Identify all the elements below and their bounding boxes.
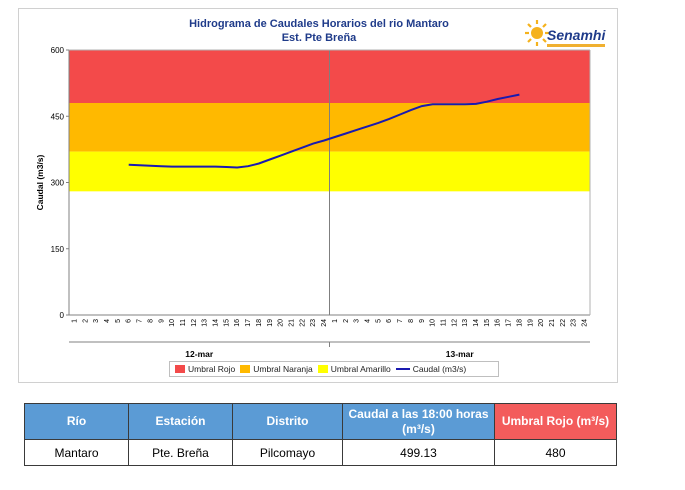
header-umbral-rojo: Umbral Rojo (m³/s) — [494, 403, 617, 440]
header-rio: Río — [24, 403, 129, 440]
sun-icon — [525, 20, 549, 46]
x-tick-label: 5 — [115, 319, 122, 323]
x-tick-label: 20 — [278, 319, 285, 327]
header-estacion: Estación — [128, 403, 233, 440]
logo-underline — [547, 44, 605, 47]
x-tick-label: 15 — [223, 319, 230, 327]
x-tick-label: 6 — [386, 319, 393, 323]
x-tick-label: 20 — [538, 319, 545, 327]
x-tick-label: 4 — [364, 319, 371, 323]
x-tick-label: 15 — [484, 319, 491, 327]
chart-frame: Hidrograma de Caudales Horarios del rio … — [18, 8, 618, 383]
x-tick-label: 13 — [462, 319, 469, 327]
legend-item: Umbral Amarillo — [317, 364, 391, 374]
x-tick-label: 19 — [267, 319, 274, 327]
logo-text: Senamhi — [547, 27, 606, 43]
x-tick-label: 8 — [408, 319, 415, 323]
chart-title-main: Hidrograma de Caudales Horarios del rio … — [189, 18, 449, 30]
date-label: 12-mar — [185, 349, 214, 359]
legend-item: Caudal (m3/s) — [395, 364, 467, 374]
x-tick-label: 21 — [549, 319, 556, 327]
header-distrito: Distrito — [232, 403, 343, 440]
x-tick-label: 21 — [289, 319, 296, 327]
legend-item: Umbral Naranja — [240, 364, 313, 374]
legend-swatch — [317, 365, 328, 373]
series-line-caudal — [128, 93, 520, 169]
x-tick-label: 3 — [93, 319, 100, 323]
x-tick-label: 7 — [397, 319, 404, 323]
x-tick-label: 10 — [430, 319, 437, 327]
x-tick-label: 3 — [354, 319, 361, 323]
legend-swatch — [395, 368, 410, 370]
y-tick-label: 450 — [51, 112, 65, 121]
cell-estacion: Pte. Breña — [128, 439, 233, 466]
x-tick-label: 24 — [582, 319, 589, 327]
x-tick-label: 17 — [506, 319, 513, 327]
legend-label: Umbral Naranja — [253, 364, 313, 374]
x-tick-label: 16 — [495, 319, 502, 327]
summary-table: Río Estación Distrito Caudal a las 18:00… — [24, 403, 617, 466]
x-tick-label: 22 — [299, 319, 306, 327]
legend-swatch — [175, 365, 185, 373]
x-tick-label: 4 — [104, 319, 111, 323]
x-tick-label: 13 — [202, 319, 209, 327]
cell-rio: Mantaro — [24, 439, 129, 466]
x-tick-label: 18 — [516, 319, 523, 327]
date-label: 13-mar — [446, 349, 475, 359]
x-tick-label: 9 — [158, 319, 165, 323]
legend-label: Caudal (m3/s) — [412, 364, 467, 374]
x-tick-label: 1 — [71, 319, 78, 323]
y-tick-label: 600 — [51, 46, 65, 55]
x-tick-label: 9 — [419, 319, 426, 323]
x-tick-label: 11 — [440, 319, 447, 326]
x-tick-label: 11 — [180, 319, 187, 326]
y-axis-label: Caudal (m3/s) — [35, 154, 45, 210]
y-tick-label: 0 — [60, 311, 65, 320]
x-tick-label: 24 — [321, 319, 328, 327]
chart-legend: Umbral Rojo Umbral Naranja Umbral Amarillo… — [169, 361, 499, 377]
x-tick-label: 8 — [147, 319, 154, 323]
table-row: Mantaro Pte. Breña Pilcomayo 499.13 480 — [24, 439, 617, 466]
cell-distrito: Pilcomayo — [232, 439, 343, 466]
senamhi-logo: Senamhi — [525, 19, 607, 55]
x-tick-label: 16 — [234, 319, 241, 327]
legend-label: Umbral Rojo — [188, 364, 236, 374]
header-caudal: Caudal a las 18:00 horas (m³/s) — [342, 403, 495, 440]
legend-label: Umbral Amarillo — [330, 364, 391, 374]
cell-umbral-rojo: 480 — [494, 439, 617, 466]
x-tick-label: 23 — [571, 319, 578, 327]
chart-subtitle: Est. Pte Breña — [281, 32, 357, 44]
cell-caudal: 499.13 — [342, 439, 495, 466]
x-tick-label: 22 — [560, 319, 567, 327]
x-tick-label: 12 — [451, 319, 458, 327]
x-tick-label: 10 — [169, 319, 176, 327]
x-tick-label: 18 — [256, 319, 263, 327]
x-tick-label: 19 — [527, 319, 534, 327]
x-tick-label: 23 — [310, 319, 317, 327]
table-header-row: Río Estación Distrito Caudal a las 18:00… — [24, 403, 617, 440]
x-tick-label: 2 — [82, 319, 89, 323]
legend-item: Umbral Rojo — [175, 364, 235, 374]
y-tick-label: 150 — [51, 245, 65, 254]
x-tick-label: 14 — [213, 319, 220, 327]
x-tick-label: 1 — [332, 319, 339, 323]
legend-swatch — [240, 365, 251, 373]
x-tick-label: 7 — [137, 319, 144, 323]
x-tick-label: 5 — [375, 319, 382, 323]
x-tick-label: 17 — [245, 319, 252, 327]
x-tick-label: 14 — [473, 319, 480, 327]
x-tick-label: 6 — [126, 319, 133, 323]
x-tick-label: 12 — [191, 319, 198, 327]
x-tick-label: 2 — [343, 319, 350, 323]
chart-title: Hidrograma de Caudales Horarios del rio … — [19, 17, 619, 45]
y-tick-label: 300 — [51, 179, 65, 188]
